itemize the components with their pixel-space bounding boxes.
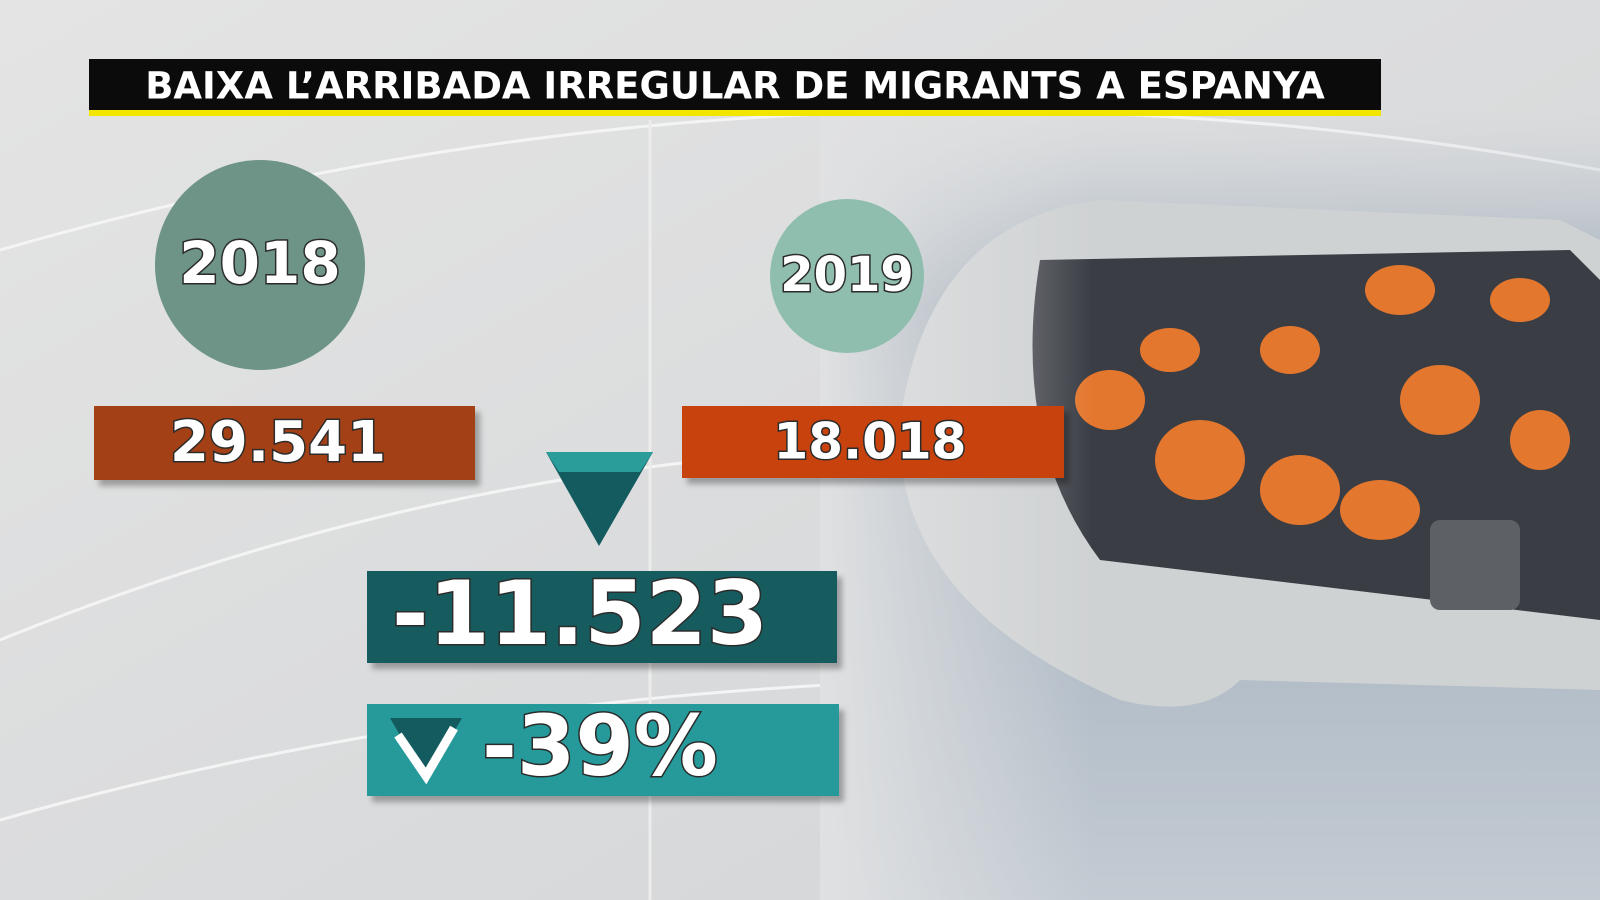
year-label: 2018 bbox=[179, 229, 340, 297]
value-box bbox=[682, 406, 1064, 478]
value-box bbox=[94, 406, 475, 480]
percent-label: -39% bbox=[482, 697, 718, 795]
title-bar bbox=[89, 59, 1381, 113]
value-label: 29.541 bbox=[170, 410, 386, 475]
value-label: 18.018 bbox=[774, 413, 967, 471]
difference-label: -11.523 bbox=[392, 562, 768, 665]
year-label: 2019 bbox=[780, 247, 914, 303]
year-circle bbox=[155, 160, 365, 370]
down-arrow bbox=[546, 452, 653, 546]
title: BAIXA L’ARRIBADA IRREGULAR DE MIGRANTS A… bbox=[145, 65, 1325, 108]
difference-box bbox=[367, 571, 837, 663]
year-circle bbox=[770, 199, 924, 353]
percent-chevron bbox=[390, 718, 462, 785]
title-underline bbox=[89, 110, 1381, 116]
photo bbox=[820, 110, 1600, 900]
